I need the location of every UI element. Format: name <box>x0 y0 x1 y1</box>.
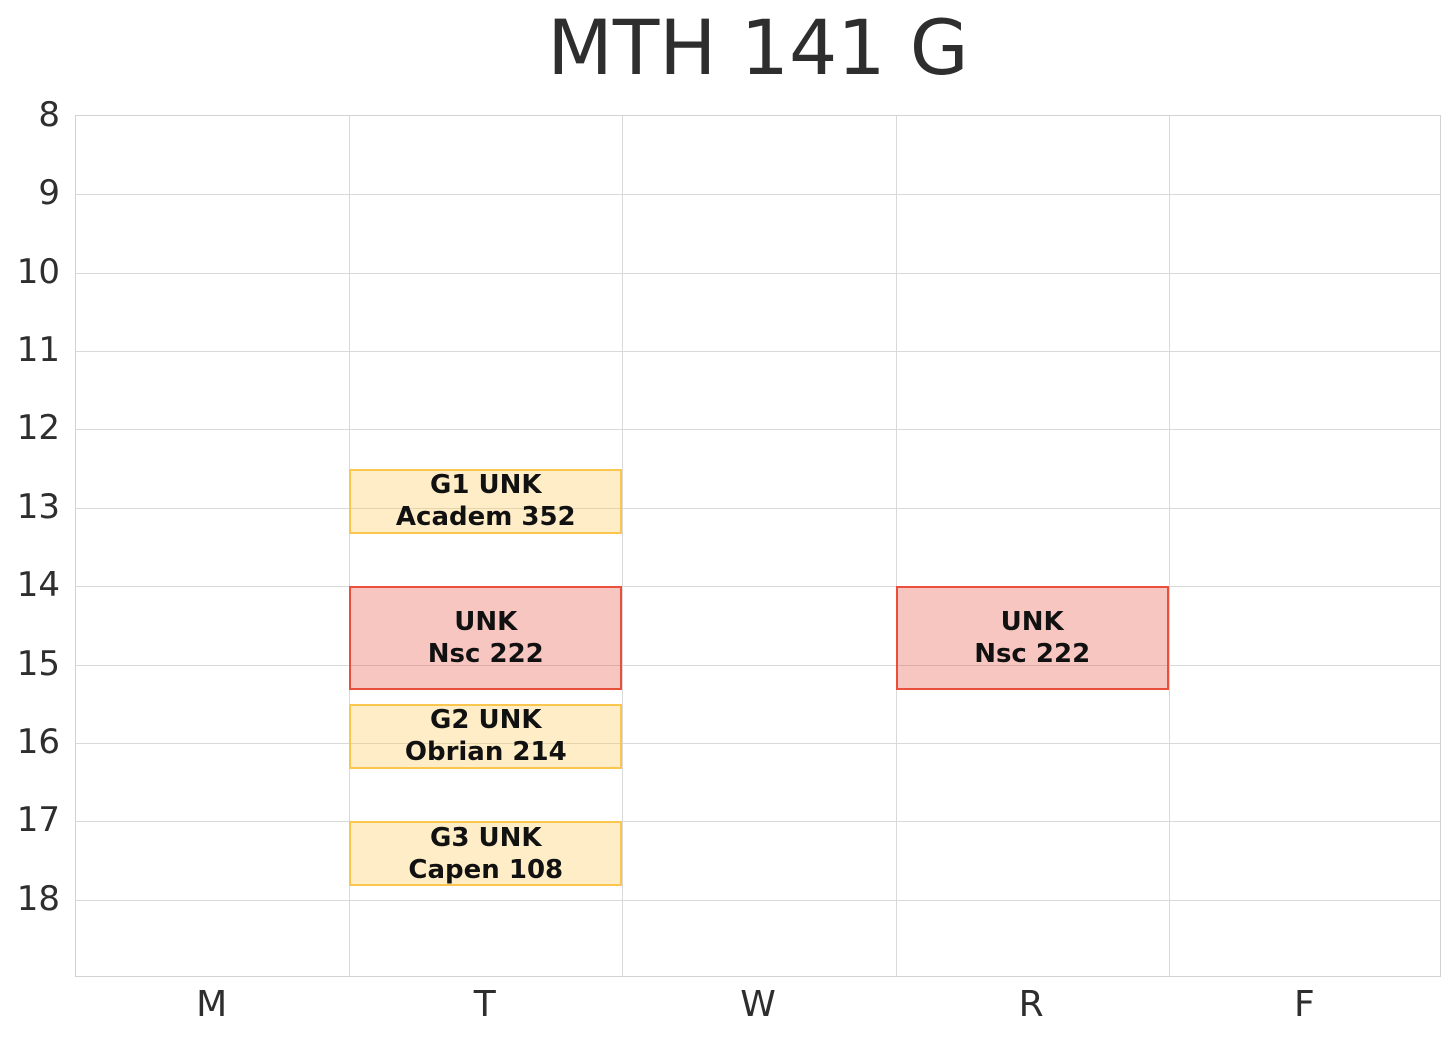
hour-gridline <box>76 742 1440 744</box>
hour-gridline <box>76 194 1440 196</box>
hour-gridline <box>76 429 1440 431</box>
hour-gridline <box>76 821 1440 823</box>
hour-gridline <box>76 272 1440 274</box>
y-tick-label: 13 <box>16 486 60 527</box>
y-tick-label: 10 <box>16 251 60 292</box>
event-block-g3-unk: G3 UNK Capen 108 <box>349 821 623 887</box>
event-title: G2 UNK <box>430 705 542 736</box>
y-tick-label: 15 <box>16 643 60 684</box>
event-block-g1-unk: G1 UNK Academ 352 <box>349 468 623 534</box>
x-tick-label-M: M <box>196 984 228 1025</box>
y-tick-label: 18 <box>16 878 60 919</box>
event-block-unk: UNK Nsc 222 <box>349 586 623 691</box>
event-title: UNK <box>1000 607 1064 638</box>
event-location: Obrian 214 <box>404 737 567 768</box>
y-tick-label: 17 <box>16 800 60 841</box>
day-gridline <box>895 116 897 976</box>
event-location: Academ 352 <box>395 502 576 533</box>
hour-gridline <box>76 586 1440 588</box>
event-location: Capen 108 <box>408 854 564 885</box>
event-title: UNK <box>454 607 518 638</box>
y-tick-label: 14 <box>16 565 60 606</box>
plot-area: G1 UNK Academ 352 UNK Nsc 222 G2 UNK Obrian 2… <box>75 115 1441 977</box>
hour-gridline <box>76 664 1440 666</box>
y-tick-label: 8 <box>38 95 60 135</box>
day-gridline <box>349 116 351 976</box>
event-title: G3 UNK <box>430 822 542 853</box>
x-tick-label-R: R <box>1018 984 1044 1025</box>
hour-gridline <box>76 899 1440 901</box>
x-tick-label-W: W <box>740 984 776 1025</box>
chart-title: MTH 141 G <box>547 3 969 92</box>
event-location: Nsc 222 <box>427 639 544 670</box>
event-block-g2-unk: G2 UNK Obrian 214 <box>349 703 623 769</box>
y-tick-label: 9 <box>38 173 60 214</box>
hour-gridline <box>76 351 1440 353</box>
day-gridline <box>622 116 624 976</box>
event-location: Nsc 222 <box>974 639 1091 670</box>
event-block-unk: UNK Nsc 222 <box>895 586 1169 691</box>
day-gridline <box>1168 116 1170 976</box>
x-tick-label-F: F <box>1294 984 1315 1025</box>
event-title: G1 UNK <box>430 470 542 501</box>
x-tick-label-T: T <box>473 984 496 1025</box>
y-tick-label: 11 <box>16 330 60 371</box>
hour-gridline <box>76 507 1440 509</box>
y-tick-label: 16 <box>16 721 60 762</box>
y-tick-label: 12 <box>16 408 60 449</box>
